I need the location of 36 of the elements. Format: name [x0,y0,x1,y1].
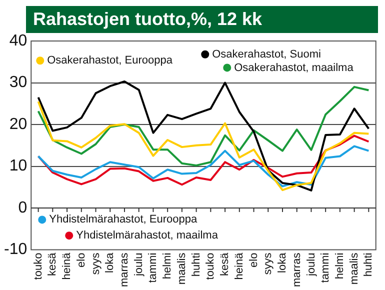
x-tick-label: touko [32,252,44,280]
x-tick-label: marras [118,252,131,288]
legend-label: Osakerahastot, Suomi [212,48,321,60]
y-tick-label: 10 [9,158,28,175]
x-tick-label: loka [276,252,289,273]
x-tick-label: joulu [305,252,318,278]
x-tick-label: tammi [320,252,332,283]
x-tick-label: helmi [162,252,174,280]
x-tick-label: elo [248,252,260,268]
legend-label: Osakerahastot, maailma [234,62,354,74]
x-tick-label: syys [90,252,102,275]
x-tick-label: maalis [176,252,188,285]
legend-label: Yhdistelmärahastot, Eurooppa [49,214,198,226]
legend-label: Osakerahastot, Eurooppa [47,54,174,67]
x-tick-label: syys [262,252,274,275]
y-tick-label: -10 [4,241,28,258]
y-tick-label: 20 [9,116,28,133]
x-tick-label: maalis [348,252,360,285]
y-tick-label: 40 [9,32,28,50]
x-tick-label: helmi [334,252,346,280]
x-tick-label: joulu [132,252,145,278]
y-tick-label: 30 [9,74,28,92]
x-tick-label: kesä [46,252,59,276]
legend-label: Yhdistelmärahastot, maailma [76,230,219,242]
x-tick-label: huhti [190,252,202,277]
x-tick-label: tammi [147,252,160,283]
x-tick-label: heinä [61,252,74,280]
x-tick-label: kesä [219,252,232,276]
x-tick-label: huhti [362,252,375,277]
chart-title: Rahastojen tuotto,%, 12 kk [26,6,378,33]
x-tick-label: elo [75,252,88,268]
x-tick-label: marras [290,252,303,288]
x-tick-label: loka [104,252,116,273]
y-tick-label: 0 [18,199,28,216]
x-tick-label: touko [204,252,217,280]
x-tick-label: heinä [233,252,246,280]
